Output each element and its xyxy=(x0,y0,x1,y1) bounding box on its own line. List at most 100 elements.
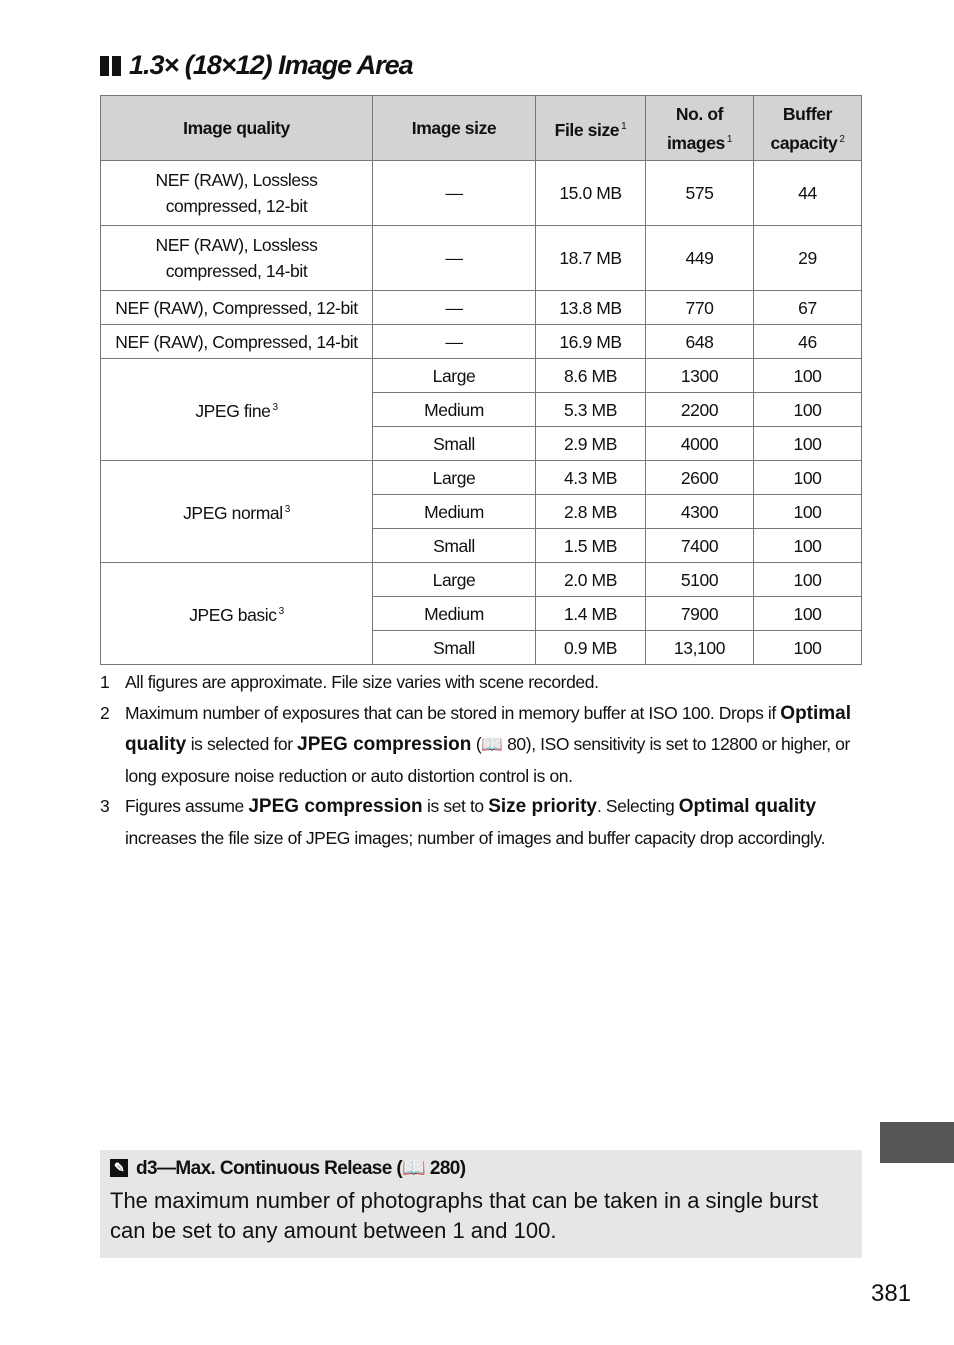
footnote: 1 All figures are approximate. File size … xyxy=(100,667,860,698)
footnote-text: Maximum number of exposures that can be … xyxy=(125,698,860,792)
cell-quality: JPEG basic 3 xyxy=(100,562,373,665)
quality-label: JPEG normal xyxy=(183,503,283,523)
cell-buffer: 100 xyxy=(753,392,862,427)
column-header-label: Image size xyxy=(411,118,497,138)
table-row: Medium 1.4 MB 7900 100 xyxy=(101,596,862,631)
cell-size: Large xyxy=(372,358,536,393)
table-row: NEF (RAW), Compressed, 12-bit —13.8 MB 770… xyxy=(100,290,862,325)
cell-buffer: 29 xyxy=(753,225,862,291)
cell-size: — xyxy=(372,290,536,325)
column-header-label: No. of images xyxy=(666,103,725,153)
section-marker-icon xyxy=(100,55,121,76)
cell-file: 15.0 MB xyxy=(535,160,646,226)
cell-file: 18.7 MB xyxy=(535,225,646,291)
footnote: 2 Maximum number of exposures that can be… xyxy=(100,698,860,792)
cell-images: 7400 xyxy=(645,528,754,563)
cell-file: 0.9 MB xyxy=(535,630,646,665)
footnote-text: Figures assume JPEG compression is set t… xyxy=(125,791,860,853)
text: (📖 80), ISO sensitivity is set to 12800 … xyxy=(125,734,850,786)
quality-label: JPEG fine xyxy=(195,401,271,421)
cell-images: 4000 xyxy=(645,426,754,461)
cell-images: 449 xyxy=(645,225,754,291)
cell-quality: NEF (RAW), Compressed, 14-bit xyxy=(100,324,373,359)
text: Figures assume xyxy=(125,796,249,816)
cell-images: 1300 xyxy=(645,358,754,393)
cell-buffer: 100 xyxy=(753,494,862,529)
cell-images: 2600 xyxy=(645,460,754,495)
cell-size: — xyxy=(372,225,536,291)
column-header: Image size xyxy=(372,95,536,161)
cell-quality: NEF (RAW), Lossless compressed, 12-bit xyxy=(100,160,373,226)
cell-images: 770 xyxy=(645,290,754,325)
cell-quality: NEF (RAW), Lossless compressed, 14-bit xyxy=(100,225,373,291)
cell-file: 1.5 MB xyxy=(535,528,646,563)
page-number: 381 xyxy=(871,1280,912,1307)
cell-images: 2200 xyxy=(645,392,754,427)
cell-size: Large xyxy=(372,460,536,495)
cell-size: Medium xyxy=(372,596,536,631)
cell-size: — xyxy=(372,160,536,226)
quality-label: JPEG basic xyxy=(189,605,277,625)
cell-quality: JPEG normal 3 xyxy=(100,460,373,563)
cell-buffer: 44 xyxy=(753,160,862,226)
cell-quality: NEF (RAW), Compressed, 12-bit xyxy=(100,290,373,325)
cell-size: — xyxy=(372,324,536,359)
text: Maximum number of exposures that can be … xyxy=(125,702,781,723)
text: increases the file size of JPEG images; … xyxy=(125,827,826,848)
menu-term: JPEG compression xyxy=(297,734,472,755)
table-row: Medium 2.8 MB 4300 100 xyxy=(101,494,862,529)
cell-file: 2.0 MB xyxy=(535,562,646,597)
cell-quality: JPEG fine 3 xyxy=(100,358,373,461)
cell-buffer: 100 xyxy=(753,358,862,393)
footnote-number: 3 xyxy=(100,796,110,816)
cell-buffer: 100 xyxy=(753,630,862,665)
footnote-ref: 1 xyxy=(621,120,627,132)
pencil-icon: ✎ xyxy=(110,1159,128,1177)
cell-size: Small xyxy=(372,630,536,665)
footnote-ref: 3 xyxy=(272,402,279,413)
table-row: NEF (RAW), Compressed, 14-bit —16.9 MB 648… xyxy=(100,324,862,359)
cell-file: 2.8 MB xyxy=(535,494,646,529)
column-header: Buffer capacity 2 xyxy=(753,95,862,161)
cell-images: 13,100 xyxy=(645,630,754,665)
footnote: 3 Figures assume JPEG compression is set … xyxy=(100,791,860,853)
cell-images: 575 xyxy=(645,160,754,226)
menu-term: JPEG compression xyxy=(248,796,423,817)
cell-size: Medium xyxy=(372,494,536,529)
section-title: 1.3× (18×12) Image Area xyxy=(100,50,414,81)
cell-file: 1.4 MB xyxy=(535,596,646,631)
cell-buffer: 100 xyxy=(753,562,862,597)
footnotes: 1 All figures are approximate. File size … xyxy=(100,667,860,853)
image-capacity-table: Image quality Image size File size 1 No. of … xyxy=(100,95,862,665)
cell-images: 4300 xyxy=(645,494,754,529)
cell-images: 648 xyxy=(645,324,754,359)
menu-term: Optimal quality xyxy=(125,702,852,756)
menu-term: Size priority xyxy=(488,796,597,817)
text: . Selecting xyxy=(596,796,679,816)
table-row: Medium 5.3 MB 2200 100 xyxy=(101,392,862,427)
cell-file: 16.9 MB xyxy=(535,324,646,359)
cell-file: 2.9 MB xyxy=(535,426,646,461)
column-header: Image quality xyxy=(100,95,373,161)
text: is set to xyxy=(422,796,489,816)
cell-buffer: 100 xyxy=(753,596,862,631)
cell-file: 4.3 MB xyxy=(535,460,646,495)
table-row: JPEG normal 3 Large 4.3 MB 2600 100 xyxy=(100,460,862,563)
note-box: ✎ d3—Max. Continuous Release (📖 280) The … xyxy=(100,1150,862,1258)
footnote-ref: 3 xyxy=(278,606,285,617)
text: All figures are approximate. File size v… xyxy=(125,672,599,692)
cell-buffer: 100 xyxy=(753,528,862,563)
cell-buffer: 46 xyxy=(753,324,862,359)
table-row: JPEG fine 3 Large 8.6 MB 1300 100 xyxy=(100,358,862,461)
cell-size: Small xyxy=(372,426,536,461)
column-header-label: Buffer capacity xyxy=(770,103,838,153)
cell-buffer: 100 xyxy=(753,426,862,461)
section-title-text: 1.3× (18×12) Image Area xyxy=(129,50,414,80)
footnote-text: All figures are approximate. File size v… xyxy=(125,667,599,698)
table-row: Small 1.5 MB 7400 100 xyxy=(101,528,862,563)
column-header: File size 1 xyxy=(535,95,646,161)
cell-size: Medium xyxy=(372,392,536,427)
column-header-label: Image quality xyxy=(183,118,290,138)
table-row: Small 2.9 MB 4000 100 xyxy=(101,426,862,461)
